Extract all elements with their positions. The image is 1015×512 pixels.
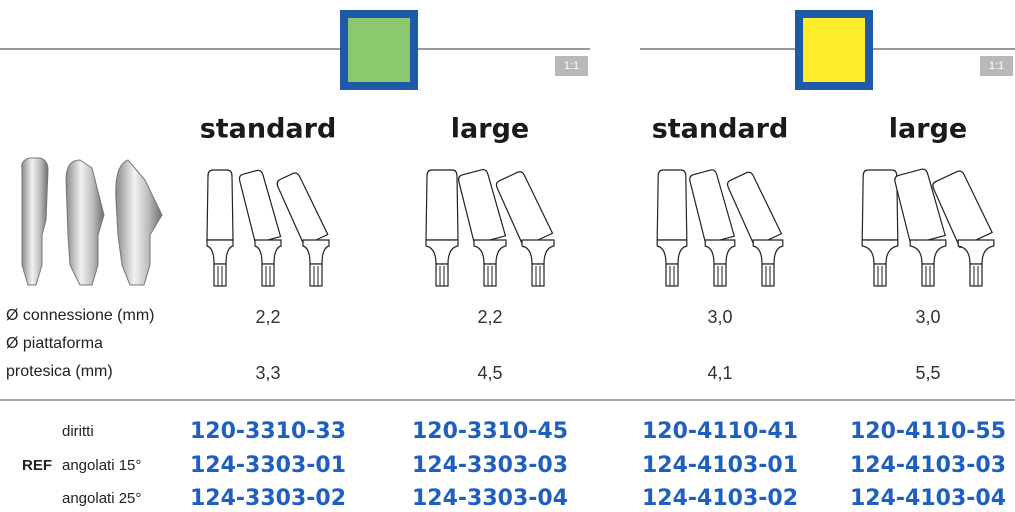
color-square (340, 10, 418, 90)
ref-code: 124-3303-01 (190, 453, 346, 478)
abutment-drawing (726, 171, 784, 287)
abutment-drawing (206, 169, 234, 287)
label: Ø connessione (mm) (6, 307, 155, 324)
value: 3,0 (915, 307, 940, 327)
abutment-body (457, 168, 507, 245)
abutment-drawing (238, 169, 282, 287)
abutment-drawing (276, 172, 330, 287)
abutment-stem (531, 263, 545, 287)
abutment-neck (704, 239, 736, 265)
ref-code: 124-4103-04 (850, 486, 1006, 511)
abutment-body (726, 171, 783, 248)
abutment-neck (752, 239, 784, 265)
ref-code: 124-3303-03 (412, 453, 568, 478)
abutment-stem (969, 263, 983, 287)
ref-label: REF (22, 457, 52, 474)
abutment-stem (483, 263, 497, 287)
ref-code: 124-3303-04 (412, 486, 568, 511)
row-label: angolati 15° (62, 457, 141, 474)
ref-code: 120-4110-55 (850, 419, 1006, 444)
ref-code: 124-4103-01 (642, 453, 798, 478)
ref-code: 124-3303-02 (190, 486, 346, 511)
row-label: angolati 25° (62, 490, 141, 507)
abutment-drawing (894, 168, 947, 287)
abutment-drawing (689, 169, 736, 287)
label: Ø piattaforma (6, 335, 103, 352)
abutment-stem (921, 263, 935, 287)
ref-code: 120-3310-45 (412, 419, 568, 444)
ref-code: 120-3310-33 (190, 419, 346, 444)
abutment-stem (665, 263, 679, 287)
abutment-drawing (457, 168, 507, 287)
abutment-stem (309, 263, 323, 287)
value: 2,2 (255, 307, 280, 327)
scale-label: 1:1 (564, 60, 579, 72)
abutment-neck (425, 239, 459, 265)
abutment-drawing (425, 169, 459, 287)
abutment-stem (213, 263, 227, 287)
value: 4,1 (707, 363, 732, 383)
abutment-body (495, 171, 554, 248)
abutment-body (656, 169, 688, 241)
abutment-stem (761, 263, 775, 287)
scale-box (980, 56, 1013, 76)
abutment-neck (473, 239, 507, 265)
abutment-stem (435, 263, 449, 287)
abutment-neck (957, 239, 995, 265)
column-title: standard (200, 114, 337, 145)
ref-code: 124-4103-03 (850, 453, 1006, 478)
abutment-drawing (495, 171, 555, 287)
abutment-drawing (656, 169, 688, 287)
abutment-body (689, 169, 736, 245)
abutment-stem (261, 263, 275, 287)
column-title: large (451, 114, 529, 145)
column-title: large (889, 114, 967, 145)
scale-label: 1:1 (989, 60, 1004, 72)
photo (21, 157, 163, 286)
ref-code: 124-4103-02 (642, 486, 798, 511)
row-label: diritti (62, 423, 94, 440)
ref-code: 120-4110-41 (642, 419, 798, 444)
abutment-neck (909, 239, 947, 265)
abutment-body (861, 169, 899, 241)
abutment-neck (521, 239, 555, 265)
abutment-neck (302, 239, 330, 265)
value: 5,5 (915, 363, 940, 383)
abutment-body (425, 169, 459, 241)
column-title: standard (652, 114, 789, 145)
abutment-neck (656, 239, 688, 265)
value: 2,2 (477, 307, 502, 327)
abutment-stem (713, 263, 727, 287)
abutment-stem (873, 263, 887, 287)
abutment-body (238, 169, 282, 245)
abutment-neck (254, 239, 282, 265)
color-square (795, 10, 873, 90)
abutment-body (894, 168, 946, 246)
abutment-drawing (861, 169, 899, 287)
abutment-body (932, 170, 993, 249)
abutment-body (276, 172, 329, 247)
value: 3,3 (255, 363, 280, 383)
abutment-body (206, 169, 234, 241)
value: 4,5 (477, 363, 502, 383)
value: 3,0 (707, 307, 732, 327)
scale-box (555, 56, 588, 76)
abutment-drawing (932, 170, 995, 287)
label: protesica (mm) (6, 363, 113, 380)
abutment-neck (861, 239, 899, 265)
abutment-neck (206, 239, 234, 265)
